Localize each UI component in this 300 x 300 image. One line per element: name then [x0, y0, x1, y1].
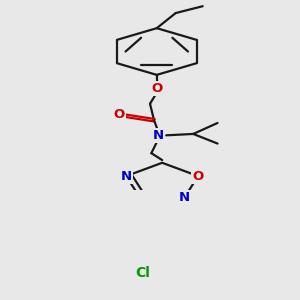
Text: Cl: Cl	[135, 266, 150, 280]
Text: N: N	[152, 129, 164, 142]
Text: O: O	[113, 108, 124, 121]
Text: N: N	[179, 191, 190, 204]
Text: O: O	[193, 169, 204, 183]
Text: N: N	[121, 169, 132, 183]
Text: O: O	[151, 82, 162, 95]
